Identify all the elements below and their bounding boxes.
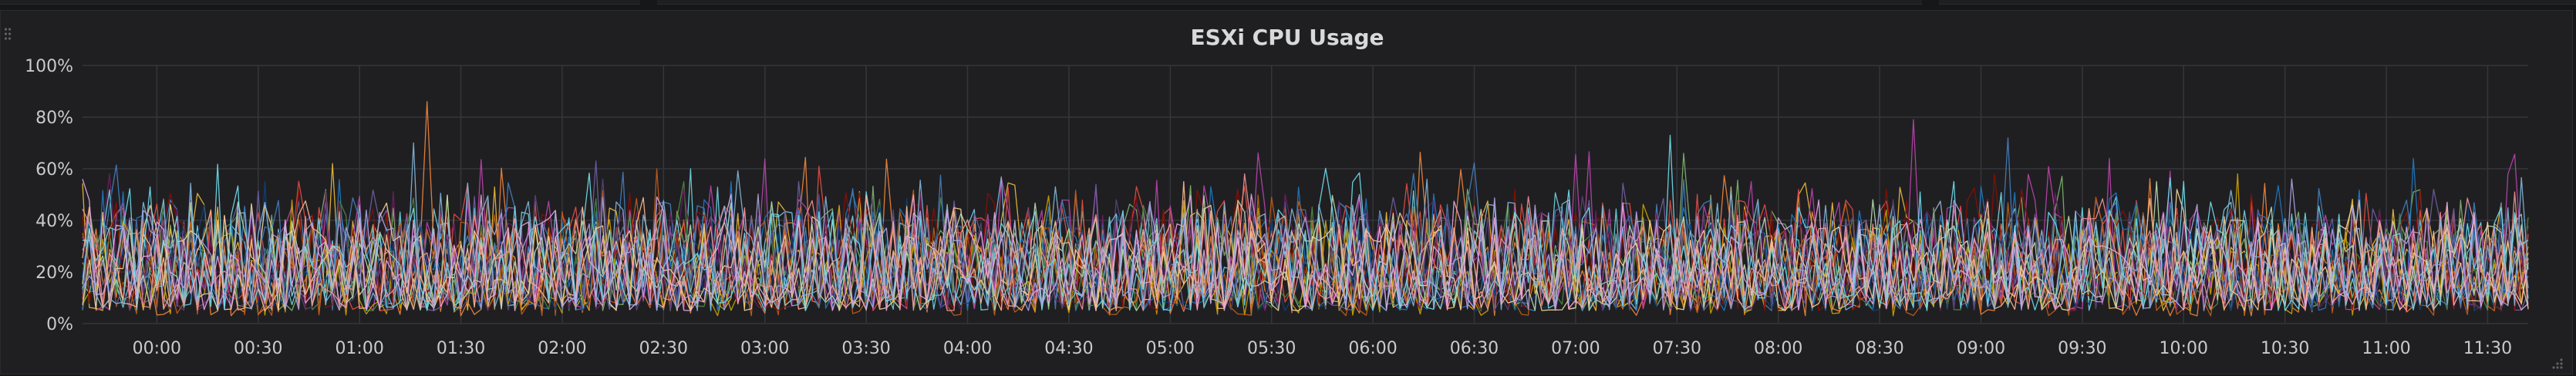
y-axis: 0% 20% 40% 60% 80% 100%: [25, 57, 73, 334]
x-tick-label: 09:30: [2058, 339, 2106, 358]
resize-handle-icon[interactable]: [2549, 355, 2564, 371]
series-line: [82, 173, 2529, 311]
x-tick-label: 04:00: [943, 339, 992, 358]
series-line: [82, 137, 2529, 311]
panel-title[interactable]: ESXi CPU Usage: [1190, 25, 1384, 50]
x-tick-label: 10:30: [2261, 339, 2309, 358]
x-tick-label: 03:00: [740, 339, 789, 358]
x-tick-label: 10:00: [2160, 339, 2208, 358]
x-tick-label: 04:30: [1044, 339, 1093, 358]
x-tick-label: 08:30: [1855, 339, 1903, 358]
y-tick-label: 40%: [35, 212, 73, 231]
graph-panel: ESXi CPU Usage 0% 20% 40% 60% 80% 100% 00:00 0…: [0, 10, 2573, 374]
x-tick-label: 09:00: [1957, 339, 2005, 358]
y-tick-label: 20%: [35, 264, 73, 283]
x-tick-label: 00:30: [234, 339, 282, 358]
x-tick-label: 03:30: [841, 339, 890, 358]
top-panel-strip: [0, 0, 2576, 6]
x-tick-label: 06:30: [1450, 339, 1499, 358]
x-tick-label: 02:00: [538, 339, 586, 358]
x-tick-label: 05:30: [1247, 339, 1296, 358]
x-tick-label: 06:00: [1348, 339, 1397, 358]
series-line: [82, 178, 2529, 311]
cpu-usage-chart[interactable]: 0%20%40%60%80%100% 00:00 00:30 01:00 01:30 0…: [1, 11, 2574, 375]
x-tick-label: 07:00: [1551, 339, 1600, 358]
x-axis: 00:00 00:30 01:00 01:30 02:00 02:30 03:00 03:30…: [133, 339, 2512, 358]
top-panel-edge: [657, 0, 1922, 5]
drag-handle-icon[interactable]: [4, 26, 12, 49]
y-tick-label: 60%: [35, 160, 73, 180]
series-line: [82, 134, 2529, 311]
x-tick-label: 07:30: [1653, 339, 1701, 358]
x-tick-label: 01:00: [335, 339, 383, 358]
series-line: [82, 157, 2529, 311]
x-tick-label: 05:00: [1146, 339, 1195, 358]
y-tick-label: 100%: [25, 57, 73, 76]
x-tick-label: 11:00: [2362, 339, 2410, 358]
x-tick-label: 11:30: [2463, 339, 2512, 358]
top-panel-edge: [0, 0, 640, 5]
x-tick-label: 01:30: [437, 339, 485, 358]
x-tick-label: 00:00: [133, 339, 181, 358]
top-panel-edge: [1939, 0, 2576, 5]
series-line: [82, 173, 2529, 311]
x-tick-label: 02:30: [639, 339, 688, 358]
chart-series: [82, 101, 2529, 317]
y-tick-label: 80%: [35, 109, 73, 128]
x-tick-label: 08:00: [1754, 339, 1802, 358]
y-tick-label: 0%: [46, 315, 73, 334]
series-line: [82, 179, 2529, 311]
